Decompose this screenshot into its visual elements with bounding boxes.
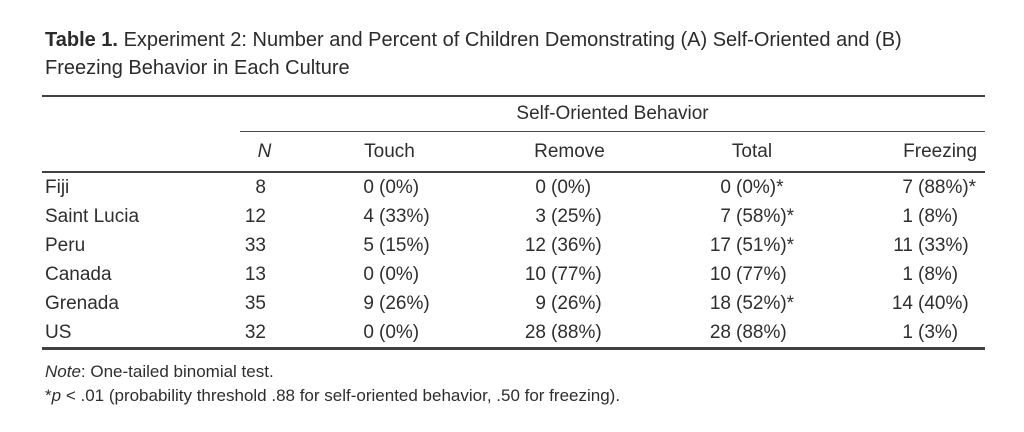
table-title-label: Table 1.: [45, 29, 118, 51]
cell-remove: 3 (25%): [535, 206, 602, 227]
row-label: Saint Lucia: [45, 206, 140, 227]
row-label: Fiji: [45, 177, 70, 198]
cell-remove: 10 (77%): [524, 264, 602, 285]
cell-remove: 0 (0%): [535, 177, 592, 198]
column-header-total: Total: [662, 132, 842, 173]
table-row: Saint Lucia 12 4 (33%) 3 (25%) 7 (58%)* 1 (8…: [42, 202, 985, 231]
table-row: Canada 13 0 (0%) 10 (77%) 10 (77%) 1 (8%): [42, 260, 985, 289]
table-title: Table 1. Experiment 2: Number and Percen…: [45, 26, 945, 82]
cell-freezing: 11 (33%): [893, 235, 969, 256]
column-header-touch: Touch: [302, 132, 477, 173]
table-row: Grenada 35 9 (26%) 9 (26%) 18 (52%)* 14 (40%…: [42, 289, 985, 318]
column-header-n: N: [227, 132, 302, 173]
column-header-remove: Remove: [477, 132, 662, 173]
cell-touch: 5 (15%): [363, 235, 430, 256]
cell-total: 7 (58%)*: [720, 206, 795, 227]
cell-n: 35: [244, 293, 266, 314]
cell-freezing: 1 (8%): [902, 206, 959, 227]
table-row: Fiji 8 0 (0%) 0 (0%) 0 (0%)* 7 (88%)*: [42, 172, 985, 202]
table-row: US 32 0 (0%) 28 (88%) 28 (88%) 1 (3%): [42, 318, 986, 350]
cell-remove: 9 (26%): [535, 293, 602, 314]
column-header-freezing: Freezing: [842, 132, 986, 173]
spanner-label: Self-Oriented Behavior: [516, 103, 709, 124]
cell-total: 17 (51%)*: [709, 235, 795, 256]
table-row: Peru 33 5 (15%) 12 (36%) 17 (51%)* 11 (33%): [42, 231, 985, 260]
row-label: Grenada: [45, 293, 119, 314]
cell-total: 18 (52%)*: [709, 293, 795, 314]
cell-touch: 0 (0%): [363, 264, 420, 285]
note-line-2: *p < .01 (probability threshold .88 for …: [45, 386, 621, 405]
table-notes: Note: One-tailed binomial test. *p < .01…: [45, 360, 985, 408]
cell-freezing: 1 (8%): [902, 264, 959, 285]
header-row: N Touch Remove Total Freezing: [42, 132, 986, 173]
note-line-1: Note: One-tailed binomial test.: [45, 362, 274, 381]
results-table: Self-Oriented Behavior N Touch Remove To…: [42, 95, 986, 350]
table-title-text: Experiment 2: Number and Percent of Chil…: [45, 29, 902, 79]
cell-remove: 12 (36%): [524, 235, 602, 256]
cell-n: 13: [244, 264, 266, 285]
cell-freezing: 7 (88%)*: [902, 177, 977, 198]
row-label: Peru: [45, 235, 86, 256]
cell-touch: 0 (0%): [363, 177, 420, 198]
cell-n: 12: [244, 206, 266, 227]
spanner-empty-cell: [42, 96, 227, 132]
spanner-cell: Self-Oriented Behavior: [227, 96, 986, 132]
cell-total: 28 (88%): [662, 318, 842, 350]
cell-freezing: 1 (3%): [842, 318, 986, 350]
cell-freezing: 14 (40%): [891, 293, 969, 314]
column-header-culture: [42, 132, 227, 173]
spanner-underline: Self-Oriented Behavior: [240, 99, 986, 132]
cell-n: 8: [255, 177, 266, 198]
cell-total: 10 (77%): [709, 264, 787, 285]
cell-touch: 0 (0%): [302, 318, 477, 350]
cell-touch: 9 (26%): [363, 293, 430, 314]
spanner-row: Self-Oriented Behavior: [42, 96, 986, 132]
row-label: Canada: [45, 264, 112, 285]
row-label: US: [42, 318, 227, 350]
cell-n: 33: [244, 235, 266, 256]
cell-total: 0 (0%)*: [720, 177, 784, 198]
cell-n: 32: [227, 318, 302, 350]
cell-remove: 28 (88%): [477, 318, 662, 350]
cell-touch: 4 (33%): [363, 206, 430, 227]
